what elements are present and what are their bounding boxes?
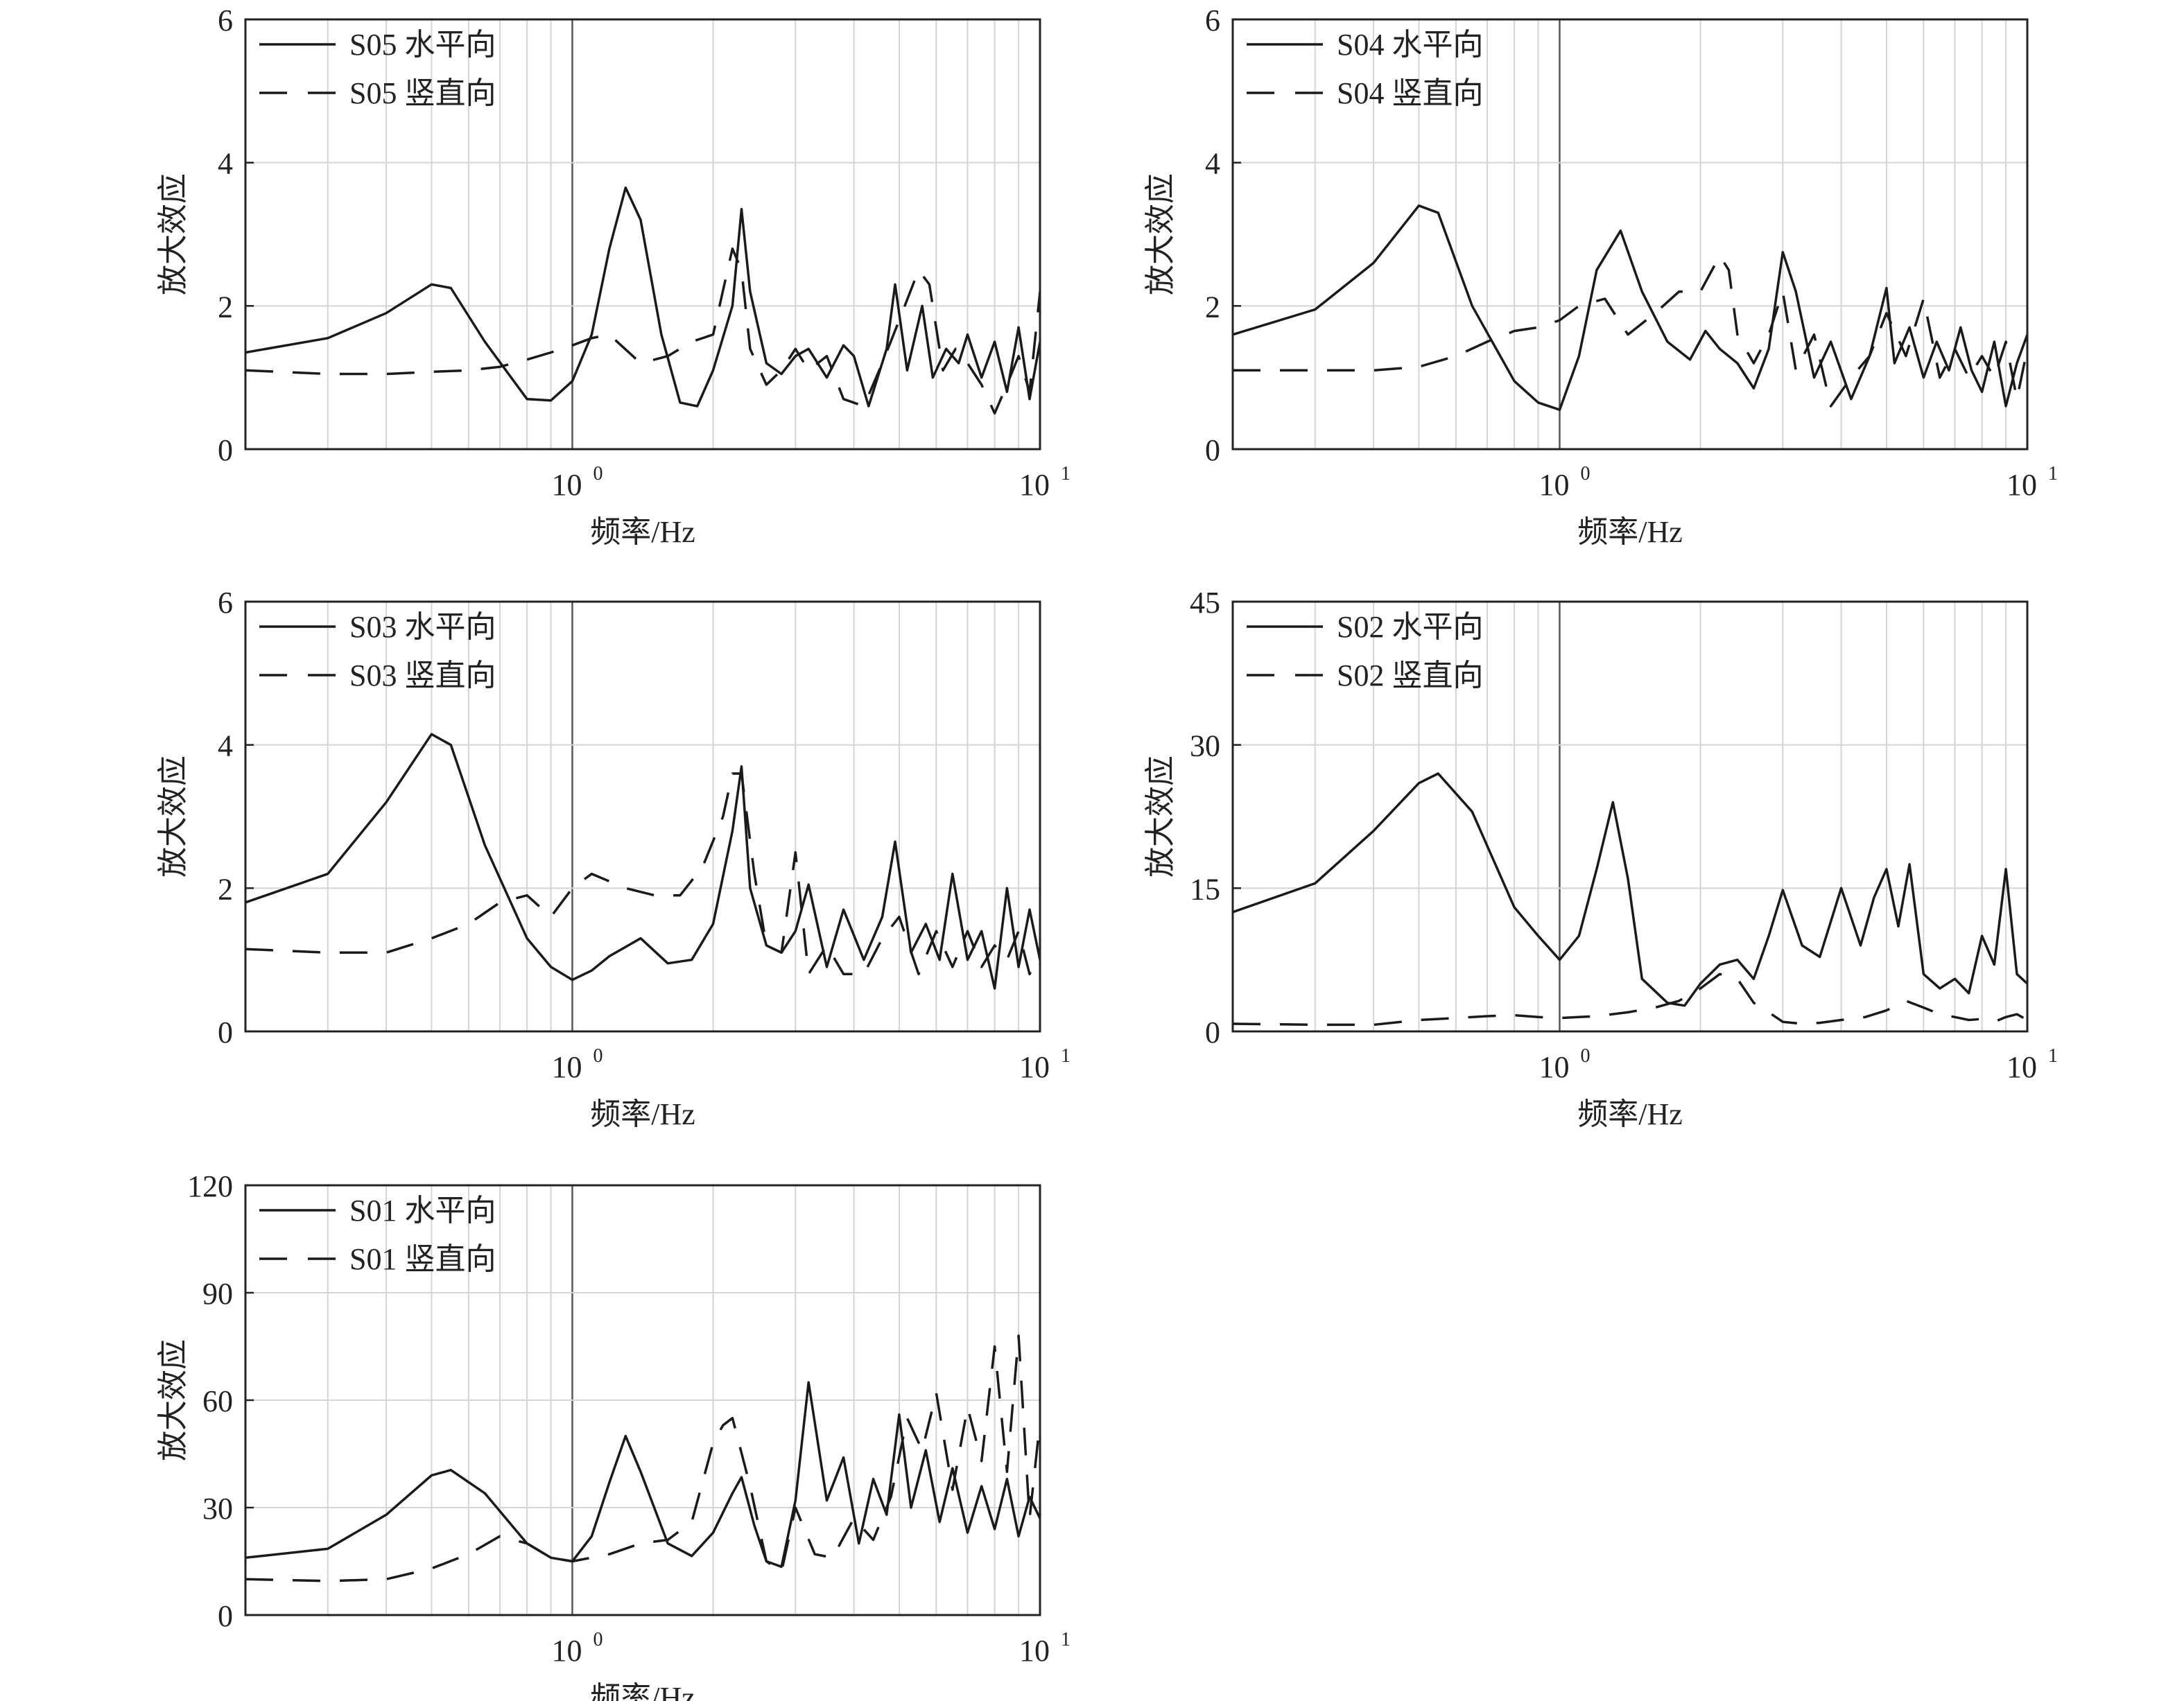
x-tick-exponent: 1 — [1061, 463, 1071, 485]
y-axis-label: 放大效应 — [156, 1339, 190, 1461]
y-tick-label: 6 — [1205, 3, 1220, 37]
chart-panel-4: 0 15 30 45 10 0 10 1 频率/Hz 放大效应 S02 水平向 S02 竖直向 — [1143, 586, 2058, 1131]
y-tick-label: 4 — [218, 729, 233, 763]
legend-label: S01 竖直向 — [349, 1242, 496, 1276]
x-tick-label: 10 — [551, 1634, 582, 1668]
series-line-vertical — [1233, 254, 2027, 408]
plot-frame — [1231, 600, 2029, 1033]
y-tick-label: 120 — [187, 1169, 233, 1203]
legend: S05 水平向 S05 竖直向 — [259, 28, 496, 110]
series-group — [245, 733, 1040, 990]
plot-frame — [1231, 18, 2029, 451]
series-line-vertical — [245, 247, 1040, 415]
legend: S03 水平向 S03 竖直向 — [259, 610, 496, 692]
x-tick-label: 10 — [1019, 1050, 1050, 1084]
y-tick-label: 2 — [1205, 290, 1220, 324]
x-tick-label: 10 — [551, 1050, 582, 1084]
chart-panel-2: 0 2 4 6 10 0 10 1 频率/Hz 放大效应 S04 水平向 S04 竖直向 — [1143, 3, 2058, 549]
x-axis-label: 频率/Hz — [1577, 515, 1683, 549]
y-axis-label: 放大效应 — [156, 756, 190, 878]
x-tick-exponent: 1 — [2048, 1045, 2058, 1067]
x-tick-exponent: 1 — [2048, 463, 2058, 485]
series-line-horizontal — [245, 1381, 1040, 1569]
y-tick-label: 90 — [202, 1277, 233, 1311]
x-tick-exponent: 0 — [1580, 463, 1590, 485]
y-axis-label: 放大效应 — [1143, 756, 1177, 878]
series-group — [1233, 204, 2027, 411]
series-line-horizontal — [1233, 204, 2027, 411]
series-line-vertical — [245, 772, 1040, 976]
x-tick-label: 10 — [2007, 1050, 2037, 1084]
series-group — [1233, 772, 2027, 1027]
x-tick-label: 10 — [1019, 1634, 1050, 1668]
y-tick-label: 0 — [1205, 433, 1220, 467]
gridlines — [245, 602, 1040, 1031]
y-tick-label: 30 — [202, 1492, 233, 1526]
y-tick-label: 0 — [218, 1599, 233, 1633]
y-tick-label: 60 — [202, 1384, 233, 1418]
chart-panel-3: 0 2 4 6 10 0 10 1 频率/Hz 放大效应 S03 水平向 S03 竖直向 — [156, 586, 1071, 1131]
y-tick-label: 30 — [1190, 729, 1220, 763]
series-line-vertical — [245, 1334, 1040, 1582]
y-axis-label: 放大效应 — [156, 173, 190, 295]
x-tick-label: 10 — [2007, 468, 2037, 502]
y-tick-label: 45 — [1190, 586, 1220, 620]
legend-label: S04 竖直向 — [1337, 76, 1483, 110]
x-tick-exponent: 1 — [1061, 1629, 1071, 1650]
legend-label: S02 竖直向 — [1337, 658, 1483, 692]
y-tick-label: 15 — [1190, 872, 1220, 906]
y-axis-label: 放大效应 — [1143, 173, 1177, 295]
y-tick-label: 0 — [1205, 1015, 1220, 1049]
y-tick-label: 0 — [218, 1015, 233, 1049]
chart-panel-1: 0 2 4 6 10 0 10 1 频率/Hz 放大效应 S05 水平向 S05 竖直向 — [156, 3, 1071, 549]
x-tick-exponent: 0 — [593, 1045, 603, 1067]
gridlines — [245, 1185, 1040, 1615]
x-tick-label: 10 — [551, 468, 582, 502]
series-line-horizontal — [1233, 772, 2027, 1007]
chart-panel-5: 0 30 60 90 120 10 0 10 1 频率/Hz 放大效应 S01 水平向 S01 竖直向 — [156, 1169, 1071, 1701]
x-axis-label: 频率/Hz — [590, 1097, 695, 1131]
legend-label: S03 水平向 — [349, 610, 496, 644]
legend: S02 水平向 S02 竖直向 — [1247, 610, 1483, 692]
x-axis-label: 频率/Hz — [590, 1681, 695, 1701]
x-axis-label: 频率/Hz — [1577, 1097, 1683, 1131]
gridlines — [245, 19, 1040, 449]
x-tick-exponent: 0 — [593, 1629, 603, 1650]
x-tick-exponent: 1 — [1061, 1045, 1071, 1067]
legend-label: S01 水平向 — [349, 1194, 496, 1228]
y-tick-label: 2 — [218, 872, 233, 906]
legend: S01 水平向 S01 竖直向 — [259, 1194, 496, 1276]
y-tick-label: 4 — [218, 147, 233, 181]
x-axis-label: 频率/Hz — [590, 515, 695, 549]
x-tick-label: 10 — [1539, 468, 1569, 502]
y-tick-label: 6 — [218, 3, 233, 37]
x-tick-label: 10 — [1539, 1050, 1569, 1084]
y-tick-label: 0 — [218, 433, 233, 467]
x-tick-label: 10 — [1019, 468, 1050, 502]
series-line-horizontal — [245, 186, 1040, 408]
legend: S04 水平向 S04 竖直向 — [1247, 28, 1483, 110]
legend-label: S04 水平向 — [1337, 28, 1483, 62]
plot-frame — [244, 600, 1041, 1033]
series-line-vertical — [1233, 972, 2027, 1027]
series-line-horizontal — [245, 733, 1040, 990]
x-tick-exponent: 0 — [1580, 1045, 1590, 1067]
legend-label: S05 竖直向 — [349, 76, 496, 110]
y-tick-label: 4 — [1205, 147, 1220, 181]
legend-label: S02 水平向 — [1337, 610, 1483, 644]
legend-label: S03 竖直向 — [349, 658, 496, 692]
legend-label: S05 水平向 — [349, 28, 496, 62]
y-tick-label: 6 — [218, 586, 233, 620]
plot-frame — [244, 1184, 1041, 1616]
y-tick-label: 2 — [218, 290, 233, 324]
series-group — [245, 186, 1040, 415]
plot-frame — [244, 18, 1041, 451]
x-tick-exponent: 0 — [593, 463, 603, 485]
series-group — [245, 1334, 1040, 1582]
